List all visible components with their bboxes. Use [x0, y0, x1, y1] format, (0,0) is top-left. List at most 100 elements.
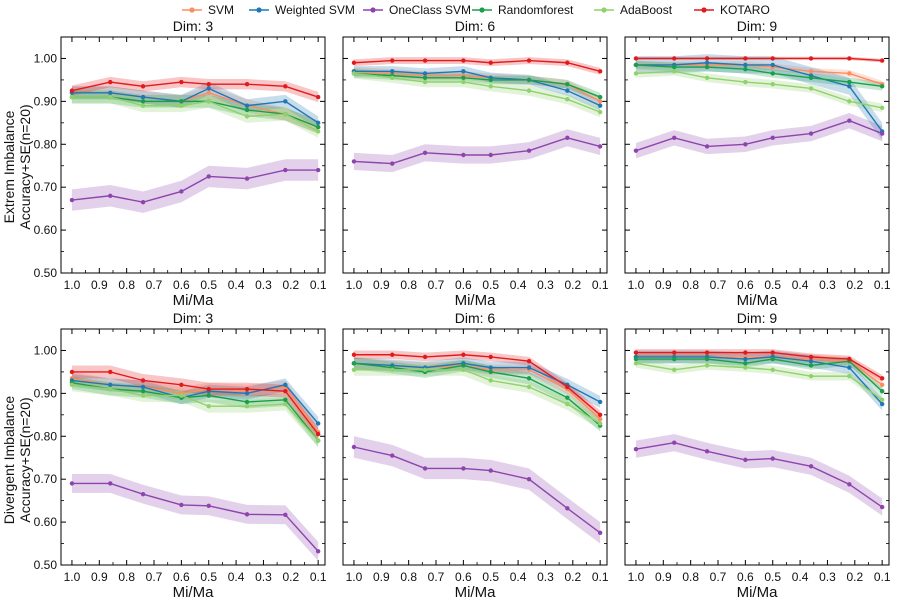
data-point-oneclass-svm: [140, 492, 146, 497]
series-line-adaboost: [353, 72, 601, 113]
x-tick-label: 0.9: [91, 278, 108, 292]
plot-frame: [342, 36, 608, 274]
data-point-oneclass-svm: [179, 502, 184, 508]
x-tick-label: 0.7: [428, 570, 445, 584]
series-line-kotaro: [635, 57, 883, 62]
data-point-kotaro: [69, 88, 75, 93]
data-point-svm: [847, 71, 852, 76]
data-point-adaboost: [206, 404, 211, 409]
data-point-svm: [597, 416, 603, 422]
x-tick-label: 0.2: [846, 278, 863, 292]
data-point-kotaro: [847, 356, 852, 362]
series-line-oneclass-svm: [353, 137, 601, 165]
series-line-kotaro: [353, 354, 601, 416]
data-point-adaboost: [704, 75, 710, 80]
se-band-oneclass-svm: [71, 159, 319, 213]
data-point-randomforest: [488, 369, 493, 375]
x-tick-label: 1.0: [628, 570, 645, 584]
data-point-randomforest: [808, 363, 814, 368]
data-point-kotaro: [140, 84, 146, 89]
plot-frame: [60, 328, 326, 566]
data-point-randomforest: [461, 75, 466, 80]
panel-title: Dim: 3: [173, 310, 214, 326]
data-point-kotaro: [108, 79, 113, 85]
se-band-oneclass-svm: [635, 112, 883, 159]
data-point-randomforest: [633, 356, 639, 362]
x-tick-label: 0.3: [537, 570, 554, 584]
data-point-randomforest: [672, 356, 677, 362]
data-point-oneclass-svm: [461, 466, 466, 471]
data-point-randomforest: [244, 399, 250, 405]
series-line-oneclass-svm: [71, 169, 319, 203]
data-point-oneclass-svm: [315, 549, 321, 554]
data-point-weighted-svm: [565, 88, 570, 93]
row-label-line2: Accuracy+SE(n=20): [17, 104, 33, 229]
chart-panel-1-2: Dim: 6 1.0 0.9 0.8 0.7 0.6 0.5 0.4 0.3 0.2 0.1 Mi/M…: [342, 18, 609, 309]
data-point-adaboost: [390, 75, 395, 80]
data-point-oneclass-svm: [351, 159, 357, 164]
x-tick-label: 0.3: [819, 278, 836, 292]
x-axis-label: Mi/Ma: [173, 584, 214, 601]
y-tick-label: 0.50: [34, 558, 58, 572]
x-axis-label: Mi/Ma: [173, 292, 214, 309]
x-tick-label: 0.2: [846, 570, 863, 584]
x-tick-label: 0.4: [510, 278, 527, 292]
data-point-randomforest: [597, 94, 603, 100]
data-point-adaboost: [179, 393, 184, 398]
data-point-kotaro: [244, 386, 250, 392]
data-point-adaboost: [633, 71, 639, 76]
data-point-randomforest: [633, 62, 639, 68]
legend-label: OneClass SVM: [389, 3, 471, 17]
se-band-oneclass-svm: [353, 129, 601, 173]
legend-marker: [479, 7, 485, 13]
x-axis-label: Mi/Ma: [455, 292, 496, 309]
chart-panel-2-3: Dim: 9 1.0 0.9 0.8 0.7 0.6 0.5 0.4 0.3 0.2 0.1 Mi/M…: [624, 310, 891, 601]
legend-marker: [370, 7, 376, 13]
data-point-randomforest: [743, 361, 748, 366]
data-point-weighted-svm: [315, 120, 321, 126]
data-point-weighted-svm: [847, 84, 852, 89]
x-tick-label: 0.9: [91, 570, 108, 584]
data-point-weighted-svm: [847, 365, 852, 370]
x-tick-label: 0.2: [282, 570, 299, 584]
x-tick-label: 1.0: [64, 278, 81, 292]
data-point-kotaro: [879, 376, 885, 381]
data-point-oneclass-svm: [879, 504, 885, 510]
data-point-oneclass-svm: [743, 457, 748, 463]
series-line-adaboost: [635, 362, 883, 401]
data-point-oneclass-svm: [565, 506, 570, 511]
data-point-weighted-svm: [422, 71, 428, 76]
x-tick-label: 1.0: [64, 570, 81, 584]
x-tick-label: 0.6: [737, 570, 754, 584]
data-point-oneclass-svm: [140, 200, 146, 205]
data-point-adaboost: [879, 105, 885, 111]
data-point-oneclass-svm: [244, 176, 250, 181]
se-band-randomforest: [635, 60, 883, 91]
plot-frame: [342, 328, 608, 566]
data-point-oneclass-svm: [526, 148, 532, 153]
plot-frame: [60, 36, 326, 274]
data-point-adaboost: [488, 84, 493, 89]
data-point-kotaro: [244, 82, 250, 87]
data-point-oneclass-svm: [847, 118, 852, 123]
data-point-oneclass-svm: [179, 189, 184, 194]
data-point-oneclass-svm: [526, 476, 532, 482]
data-point-oneclass-svm: [422, 466, 428, 471]
y-tick-label: 0.90: [34, 386, 58, 400]
legend-entry-kotaro: KOTARO: [694, 3, 770, 17]
data-point-weighted-svm: [206, 86, 211, 91]
legend-entry-oneclass-svm: OneClass SVM: [363, 3, 471, 17]
data-point-adaboost: [390, 367, 395, 372]
x-tick-label: 0.2: [564, 570, 581, 584]
data-point-kotaro: [597, 412, 603, 418]
data-point-randomforest: [179, 99, 184, 104]
data-point-randomforest: [283, 397, 288, 402]
x-tick-label: 1.0: [346, 278, 363, 292]
x-tick-label: 0.8: [118, 570, 135, 584]
data-point-adaboost: [526, 384, 532, 390]
data-point-randomforest: [770, 71, 775, 76]
se-band-svm: [71, 86, 319, 134]
data-point-adaboost: [879, 397, 885, 402]
data-point-kotaro: [526, 58, 532, 63]
data-point-randomforest: [526, 77, 532, 83]
